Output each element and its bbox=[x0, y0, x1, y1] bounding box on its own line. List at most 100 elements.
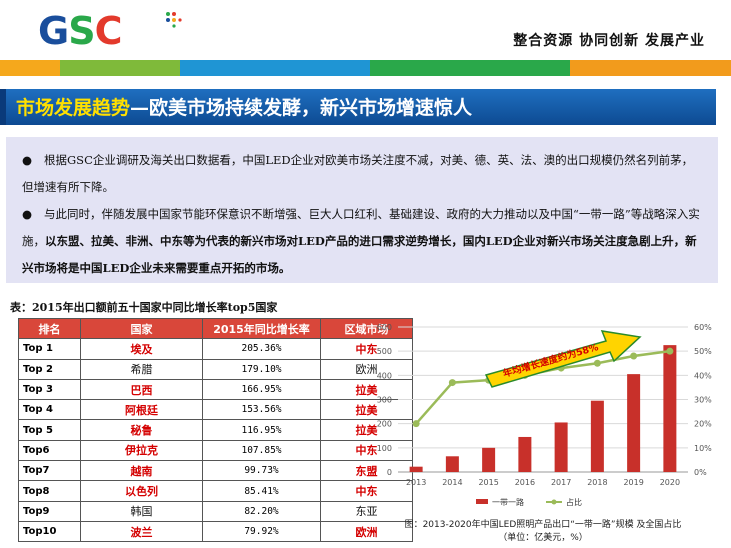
paragraph-1: ● 根据GSC企业调研及海关出口数据看，中国LED企业对欧美市场关注度不减，对美、… bbox=[22, 147, 704, 201]
y-tick-label: 300 bbox=[377, 396, 392, 405]
country-cell: 越南 bbox=[80, 460, 203, 482]
x-tick-label: 2014 bbox=[442, 478, 462, 487]
region-cell: 东盟 bbox=[320, 460, 413, 482]
section-banner: 市场发展趋势—欧美市场持续发酵，新兴市场增速惊人 bbox=[0, 89, 716, 125]
country-cell: 波兰 bbox=[80, 520, 203, 543]
y2-tick-label: 10% bbox=[694, 444, 712, 453]
banner-title: 市场发展趋势—欧美市场持续发酵，新兴市场增速惊人 bbox=[16, 97, 473, 119]
country-cell: 希腊 bbox=[80, 358, 203, 380]
country-cell: 阿根廷 bbox=[80, 399, 203, 421]
growth-cell: 85.41% bbox=[202, 480, 321, 502]
y-tick-label: 200 bbox=[377, 420, 392, 429]
x-tick-label: 2017 bbox=[551, 478, 571, 487]
y-tick-label: 500 bbox=[377, 347, 392, 356]
line-point bbox=[630, 352, 638, 360]
color-bar-segment bbox=[60, 60, 180, 76]
x-tick-label: 2016 bbox=[515, 478, 535, 487]
rank-cell: Top 1 bbox=[18, 338, 81, 360]
region-cell: 欧洲 bbox=[320, 520, 413, 543]
header-region: 区域市场 bbox=[320, 317, 413, 340]
color-bar-segment bbox=[0, 60, 60, 76]
legend-marker bbox=[551, 499, 557, 505]
growth-cell: 166.95% bbox=[202, 378, 321, 401]
table-row: Top10 波兰 79.92% 欧洲 bbox=[18, 520, 413, 543]
rank-cell: Top7 bbox=[18, 460, 81, 482]
table-row: Top 3 巴西 166.95% 拉美 bbox=[18, 378, 413, 401]
table-row: Top 5 秘鲁 116.95% 拉美 bbox=[18, 419, 413, 441]
country-cell: 伊拉克 bbox=[80, 439, 203, 462]
growth-cell: 179.10% bbox=[202, 358, 321, 380]
bar bbox=[554, 422, 568, 472]
logo-dots-icon bbox=[166, 12, 182, 28]
x-tick-label: 2018 bbox=[587, 478, 607, 487]
country-cell: 巴西 bbox=[80, 378, 203, 401]
table-row: Top 4 阿根廷 153.56% 拉美 bbox=[18, 399, 413, 421]
rank-cell: Top8 bbox=[18, 480, 81, 502]
table-row: Top 1 埃及 205.36% 中东 bbox=[18, 338, 413, 360]
country-cell: 韩国 bbox=[80, 500, 203, 522]
bar bbox=[627, 374, 641, 472]
paragraph-2: ● 与此同时，伴随发展中国家节能环保意识不断增强、巨大人口红利、基础建设、政府的大… bbox=[22, 201, 704, 282]
y2-tick-label: 20% bbox=[694, 420, 712, 429]
bar bbox=[590, 400, 604, 472]
bullet-icon: ● bbox=[22, 153, 33, 167]
y-tick-label: 600 bbox=[377, 323, 392, 332]
line-point bbox=[666, 347, 674, 355]
table-header-row: 排名 国家 2015年同比增长率 区域市场 bbox=[18, 317, 413, 340]
rank-cell: Top 3 bbox=[18, 378, 81, 401]
x-tick-label: 2019 bbox=[623, 478, 643, 487]
rank-cell: Top 2 bbox=[18, 358, 81, 380]
line-point bbox=[412, 420, 420, 428]
y-tick-label: 100 bbox=[377, 444, 392, 453]
color-bar-segment bbox=[370, 60, 570, 76]
rank-cell: Top 4 bbox=[18, 399, 81, 421]
growth-cell: 205.36% bbox=[202, 338, 321, 360]
table-row: Top7 越南 99.73% 东盟 bbox=[18, 460, 413, 482]
bar bbox=[482, 447, 496, 472]
y-tick-label: 400 bbox=[377, 371, 392, 380]
country-cell: 秘鲁 bbox=[80, 419, 203, 441]
header-growth: 2015年同比增长率 bbox=[202, 317, 321, 340]
growth-cell: 116.95% bbox=[202, 419, 321, 441]
y-tick-label: 0 bbox=[387, 468, 392, 477]
bar bbox=[518, 436, 532, 472]
header: GSC 整合资源 协同创新 发展产业 bbox=[0, 0, 731, 60]
bar bbox=[445, 456, 459, 472]
growth-ranking-table: 排名 国家 2015年同比增长率 区域市场 Top 1 埃及 205.36% 中东 To… bbox=[18, 317, 413, 543]
country-cell: 埃及 bbox=[80, 338, 203, 360]
x-tick-label: 2013 bbox=[406, 478, 426, 487]
rank-cell: Top9 bbox=[18, 500, 81, 522]
bar bbox=[663, 345, 677, 472]
table-row: Top6 伊拉克 107.85% 中东 bbox=[18, 439, 413, 462]
growth-cell: 107.85% bbox=[202, 439, 321, 462]
color-bar-segment bbox=[570, 60, 731, 76]
annotation-text: 年均增长速度约为58% bbox=[502, 341, 601, 380]
country-cell: 以色列 bbox=[80, 480, 203, 502]
bar bbox=[409, 466, 423, 472]
y2-tick-label: 30% bbox=[694, 396, 712, 405]
growth-arrow-icon bbox=[484, 330, 642, 388]
line-point bbox=[448, 379, 456, 387]
region-cell: 拉美 bbox=[320, 419, 413, 441]
header-rank: 排名 bbox=[18, 317, 81, 340]
legend-label: 占比 bbox=[566, 497, 582, 507]
rank-cell: Top 5 bbox=[18, 419, 81, 441]
legend-swatch-bar bbox=[476, 499, 488, 504]
line-point bbox=[593, 359, 601, 367]
slogan: 整合资源 协同创新 发展产业 bbox=[513, 33, 705, 49]
rank-cell: Top10 bbox=[18, 520, 81, 543]
x-tick-label: 2015 bbox=[478, 478, 498, 487]
table-row: Top8 以色列 85.41% 中东 bbox=[18, 480, 413, 502]
table-row: Top9 韩国 82.20% 东亚 bbox=[18, 500, 413, 522]
legend-label: 一带一路 bbox=[492, 497, 524, 507]
chart-caption: 图：2013-2020年中国LED照明产品出口“一带一路”规模 及全国占比 （单… bbox=[404, 520, 682, 543]
y2-tick-label: 50% bbox=[694, 347, 712, 356]
summary-textbox: ● 根据GSC企业调研及海关出口数据看，中国LED企业对欧美市场关注度不减，对美、… bbox=[6, 137, 718, 283]
header-country: 国家 bbox=[80, 317, 203, 340]
growth-cell: 99.73% bbox=[202, 460, 321, 482]
growth-cell: 79.92% bbox=[202, 520, 321, 543]
bullet-icon: ● bbox=[22, 207, 33, 221]
growth-cell: 82.20% bbox=[202, 500, 321, 522]
growth-cell: 153.56% bbox=[202, 399, 321, 421]
region-cell: 中东 bbox=[320, 338, 413, 360]
